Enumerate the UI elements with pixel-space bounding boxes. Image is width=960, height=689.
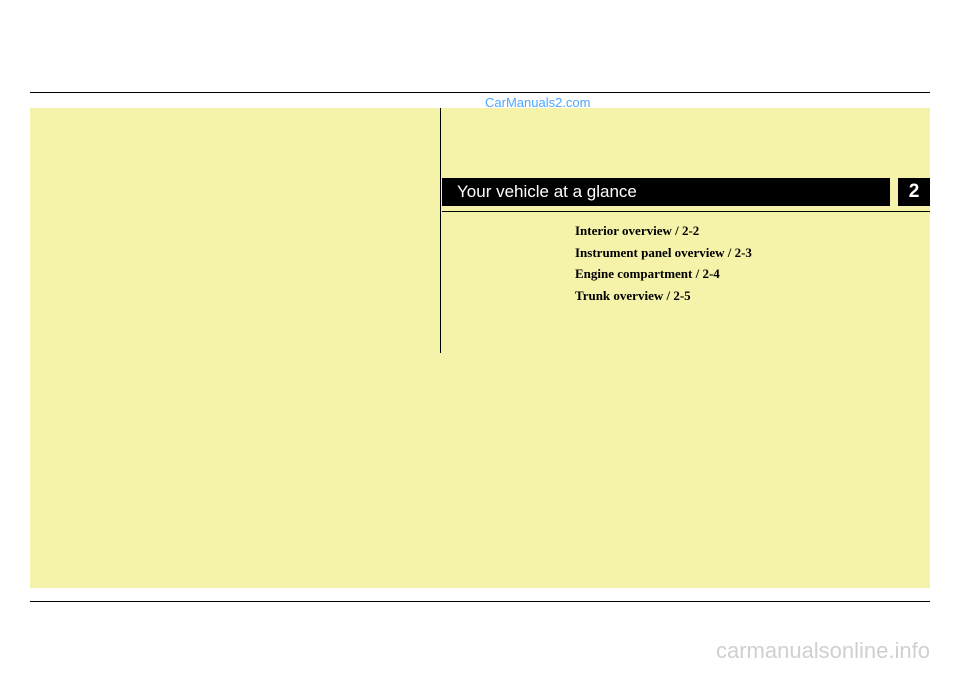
chapter-title: Your vehicle at a glance [442,178,890,206]
chapter-banner: Your vehicle at a glance 2 [442,178,930,206]
chapter-number: 2 [898,178,930,206]
chapter-gap [890,178,898,206]
vertical-divider [440,108,441,353]
toc-item: Engine compartment / 2-4 [575,264,752,284]
toc-item: Instrument panel overview / 2-3 [575,243,752,263]
watermark-top: CarManuals2.com [485,95,591,110]
table-of-contents: Interior overview / 2-2 Instrument panel… [575,221,752,307]
toc-item: Trunk overview / 2-5 [575,286,752,306]
watermark-bottom: carmanualsonline.info [716,638,930,664]
toc-item: Interior overview / 2-2 [575,221,752,241]
horizontal-divider [442,211,930,212]
page-frame: CarManuals2.com Your vehicle at a glance… [30,92,930,602]
